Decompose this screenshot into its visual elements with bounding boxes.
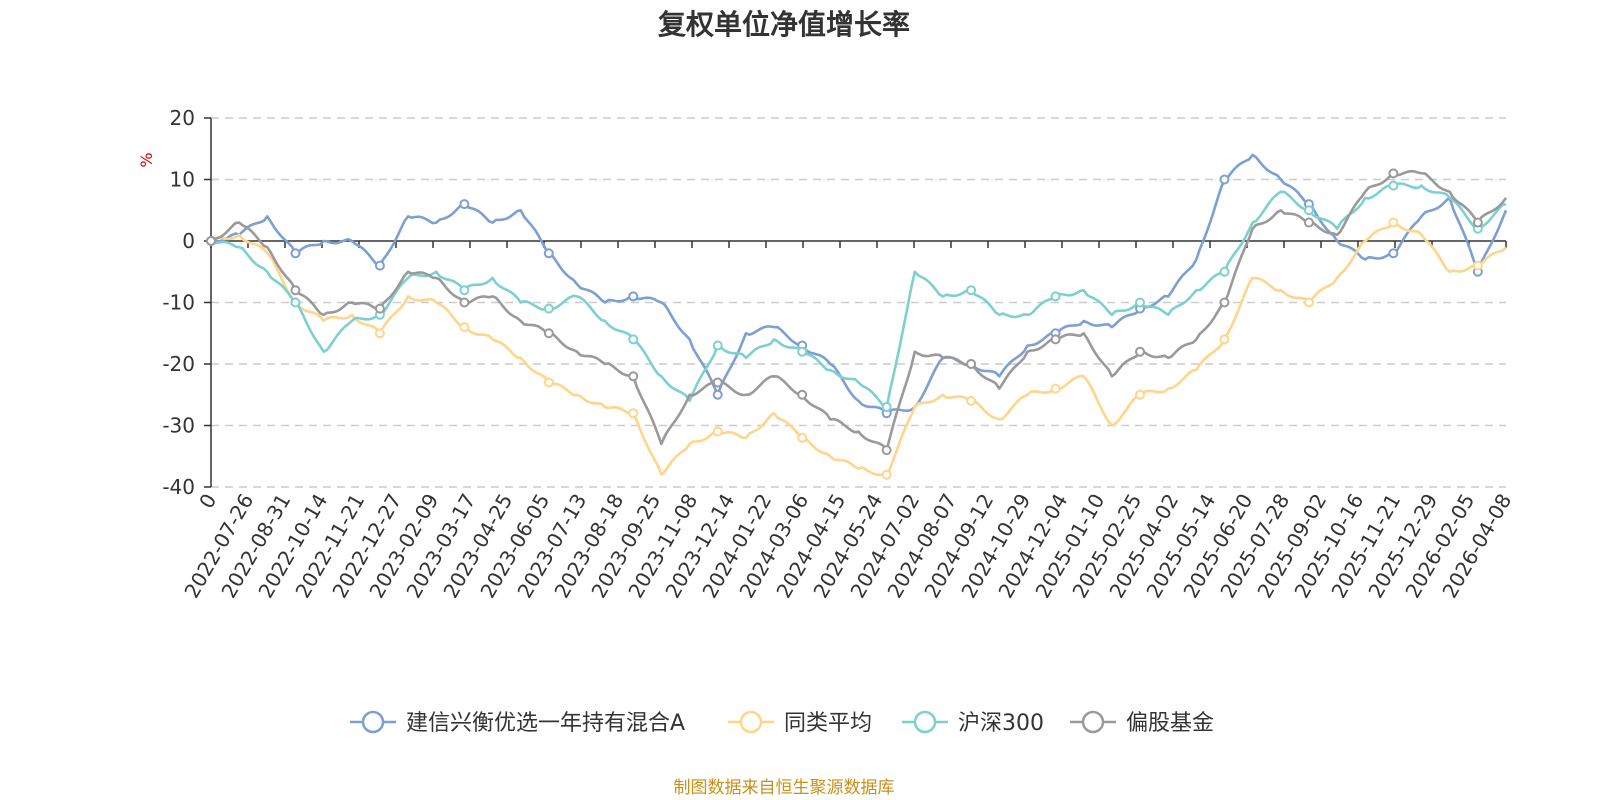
legend-swatch-marker: [913, 710, 937, 734]
legend-item[interactable]: 建信兴衡优选一年持有混合A: [350, 710, 685, 736]
data-point: [628, 371, 639, 382]
chart-title: 复权单位净值增长率: [658, 8, 910, 41]
data-point: [797, 432, 808, 443]
legend-swatch-marker: [1081, 710, 1105, 734]
series-line: [210, 169, 1508, 452]
y-tick-label: -40: [162, 475, 195, 499]
legend-label: 沪深300: [958, 711, 1044, 736]
data-point: [1388, 217, 1399, 228]
legend-item[interactable]: 偏股基金: [1070, 710, 1214, 736]
data-point: [1135, 389, 1146, 400]
data-point: [1135, 346, 1146, 357]
data-point: [1219, 334, 1230, 345]
series-1: [206, 217, 1507, 480]
x-tick-label: 0: [194, 490, 221, 513]
series-line: [210, 182, 1507, 409]
y-tick-label: -20: [162, 352, 195, 376]
y-axis-ticks: 20 10 0 -10 -20 -30 -40: [162, 106, 212, 499]
data-point: [1219, 297, 1230, 308]
legend-label: 偏股基金: [1126, 711, 1214, 736]
data-point: [712, 389, 723, 400]
data-point: [628, 408, 639, 419]
data-point: [628, 291, 639, 302]
data-point: [1472, 260, 1483, 271]
legend-swatch-marker: [739, 710, 763, 734]
data-point: [543, 248, 554, 259]
data-point: [712, 340, 723, 351]
data-point: [1388, 168, 1399, 179]
legend-swatch-marker: [361, 710, 385, 734]
data-point: [374, 303, 385, 314]
data-point: [1219, 174, 1230, 185]
legend-label: 同类平均: [784, 711, 872, 736]
data-point: [1135, 297, 1146, 308]
data-point: [797, 389, 808, 400]
data-source-note: 制图数据来自恒生聚源数据库: [674, 778, 895, 798]
data-point: [797, 346, 808, 357]
legend-item[interactable]: 沪深300: [902, 710, 1044, 736]
data-point: [966, 359, 977, 369]
data-point: [459, 199, 470, 210]
y-tick-label: -10: [162, 291, 195, 315]
series-lines: [206, 153, 1508, 480]
data-point: [1303, 217, 1314, 228]
data-point: [459, 322, 470, 333]
data-point: [459, 285, 470, 296]
data-point: [1050, 291, 1061, 302]
series-line: [210, 221, 1507, 477]
data-point: [966, 285, 977, 296]
data-point: [374, 328, 385, 339]
data-point: [290, 248, 301, 259]
data-point: [290, 285, 301, 296]
legend-label: 建信兴衡优选一年持有混合A: [406, 711, 685, 736]
series-3: [206, 168, 1508, 456]
data-point: [1303, 297, 1314, 308]
data-point: [290, 297, 301, 308]
data-point: [881, 402, 892, 413]
series-2: [206, 180, 1507, 413]
data-point: [712, 426, 723, 437]
data-point: [1219, 266, 1230, 277]
data-point: [543, 328, 554, 339]
data-point: [1388, 248, 1399, 259]
data-point: [1388, 180, 1399, 191]
data-point: [543, 377, 554, 388]
data-point: [628, 334, 639, 345]
data-point: [881, 469, 892, 480]
y-tick-label: 0: [182, 229, 195, 253]
y-tick-label: 10: [170, 168, 195, 192]
data-point: [1050, 334, 1061, 345]
data-point: [543, 303, 554, 314]
series-line: [210, 153, 1508, 415]
y-axis-unit: %: [137, 152, 156, 167]
data-point: [459, 297, 470, 308]
gridlines: [211, 117, 1506, 488]
data-point: [881, 445, 892, 456]
data-point: [966, 395, 977, 406]
data-point: [1472, 217, 1483, 228]
data-point: [1303, 205, 1314, 216]
legend[interactable]: 建信兴衡优选一年持有混合A 同类平均 沪深300 偏股基金: [350, 710, 1214, 736]
data-point: [206, 236, 216, 246]
y-tick-label: 20: [170, 106, 195, 130]
data-point: [712, 377, 723, 388]
data-point: [1050, 383, 1061, 394]
legend-item[interactable]: 同类平均: [728, 710, 872, 736]
y-tick-label: -30: [162, 414, 195, 438]
data-point: [374, 260, 385, 271]
